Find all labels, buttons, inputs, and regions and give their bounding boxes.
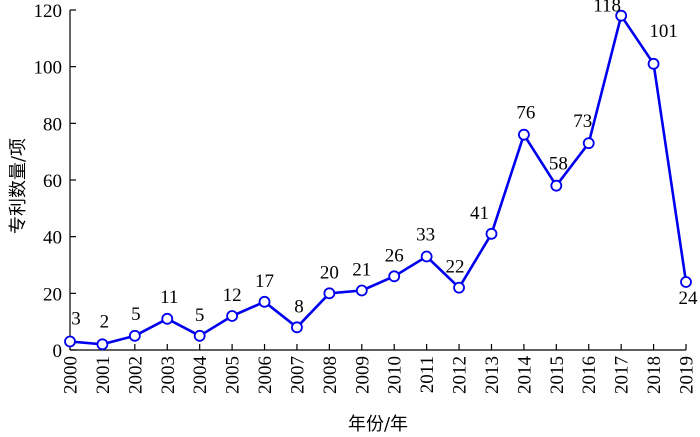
y-tick-label: 100 [34,58,63,79]
x-tick-label: 2006 [255,356,276,394]
x-tick-label: 2018 [644,356,665,394]
y-tick-label: 0 [53,341,63,362]
data-point [128,329,141,342]
x-tick-label: 2003 [158,356,179,394]
x-tick-label: 2007 [287,356,308,394]
data-label: 26 [385,245,404,266]
data-label: 58 [549,154,568,175]
data-point [96,338,109,351]
y-tick-label: 80 [43,114,62,135]
data-label: 20 [320,262,339,283]
data-label: 2 [100,311,110,332]
x-tick-label: 2012 [450,356,471,394]
x-axis-title: 年份/年 [348,414,408,435]
data-point [193,329,206,342]
x-tick-label: 2008 [320,356,341,394]
x-tick-label: 2011 [417,356,438,393]
data-point [453,281,465,294]
data-label: 12 [223,285,242,306]
y-tick-label: 20 [43,284,62,305]
x-tick-label: 2016 [579,356,600,394]
x-tick-label: 2001 [93,356,114,394]
x-tick-label: 2010 [385,356,406,394]
data-label: 8 [294,296,304,317]
data-label: 101 [649,21,678,42]
data-label: 11 [160,287,178,308]
x-tick-label: 2004 [190,356,211,395]
data-point [258,295,271,308]
x-tick-label: 2019 [677,356,698,394]
data-label: 21 [352,260,371,281]
x-tick-label: 2009 [352,356,373,394]
y-tick-label: 120 [34,1,63,22]
x-tick-label: 2000 [61,356,82,394]
x-tick-label: 2013 [482,356,503,394]
y-tick-label: 60 [43,171,62,192]
data-label: 41 [470,203,489,224]
x-tick-label: 2014 [514,356,535,395]
data-point [485,227,498,240]
data-label: 118 [593,0,621,17]
data-point [226,310,239,322]
data-label: 5 [195,305,205,326]
x-tick-label: 2017 [612,356,633,394]
data-label: 17 [255,271,274,292]
x-tick-label: 2015 [547,356,568,394]
data-point [680,276,692,288]
data-label: 5 [131,304,141,325]
series-line [69,14,688,346]
y-axis-title: 专利数量/项 [8,138,29,234]
data-label: 76 [516,103,535,124]
data-point [161,312,174,325]
data-point [355,284,368,297]
data-point [647,57,660,70]
data-point [64,335,76,348]
data-point [550,179,563,192]
plot-area: 0 20 40 60 80 100 120 2000 2001 2002 2003 2004 2005 2… [34,0,699,394]
data-label: 22 [446,257,465,278]
data-point [388,270,401,283]
x-tick-label: 2005 [223,356,244,394]
data-label: 33 [416,225,435,246]
data-label: 73 [573,111,592,132]
y-tick-label: 40 [43,228,62,249]
data-label: 3 [71,309,81,330]
data-label: 24 [679,288,699,309]
data-point [291,321,303,334]
data-point [582,137,595,150]
data-point [420,250,433,263]
data-point [615,9,628,22]
data-point [517,128,530,141]
data-point [323,287,336,300]
x-tick-label: 2002 [125,356,146,394]
